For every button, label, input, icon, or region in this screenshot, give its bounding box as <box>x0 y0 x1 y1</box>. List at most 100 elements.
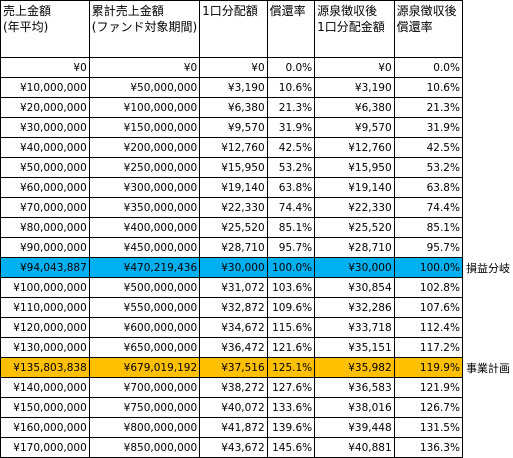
table-cell: ¥30,000 <box>199 257 268 278</box>
header-cell: 源泉徴収後 1口分配金額 <box>314 0 395 58</box>
table-cell: ¥28,710 <box>314 237 395 258</box>
table-cell: 109.6% <box>266 297 316 318</box>
table-cell: ¥130,000,000 <box>0 337 90 358</box>
table-cell: ¥3,190 <box>199 77 268 98</box>
table-cell: ¥0 <box>199 57 268 78</box>
table-cell: ¥40,881 <box>314 437 395 458</box>
table-cell: ¥700,000,000 <box>88 377 201 398</box>
table-cell: ¥470,219,436 <box>88 257 201 278</box>
table-cell: ¥22,330 <box>314 197 395 218</box>
table-cell: ¥40,072 <box>199 397 268 418</box>
table-row: ¥94,043,887 ¥470,219,436 ¥30,000 100.0% ¥30,… <box>0 257 513 278</box>
table-cell: 74.4% <box>266 197 316 218</box>
table-cell: ¥250,000,000 <box>88 157 201 178</box>
table-row: ¥50,000,000 ¥250,000,000 ¥15,950 53.2% ¥15,9… <box>0 157 513 178</box>
row-note-empty <box>462 398 512 418</box>
table-cell: ¥40,000,000 <box>0 137 90 158</box>
table-row: ¥0 ¥0 ¥0 0.0% ¥0 0.0% <box>0 57 513 78</box>
table-cell: 95.7% <box>266 237 316 258</box>
row-note-empty <box>462 198 512 218</box>
table-cell: ¥30,000 <box>314 257 395 278</box>
table-cell: 100.0% <box>393 257 463 278</box>
table-cell: ¥100,000,000 <box>0 277 90 298</box>
table-cell: 121.6% <box>266 337 316 358</box>
table-cell: 115.6% <box>266 317 316 338</box>
table-cell: 53.2% <box>266 157 316 178</box>
table-cell: ¥80,000,000 <box>0 217 90 238</box>
header-line: 累計売上金額 <box>91 4 164 18</box>
table-cell: ¥70,000,000 <box>0 197 90 218</box>
table-cell: ¥3,190 <box>314 77 395 98</box>
header-cell: 1口分配額 <box>199 0 268 58</box>
table-cell: ¥6,380 <box>199 97 268 118</box>
table-cell: ¥12,760 <box>314 137 395 158</box>
table-cell: 145.6% <box>266 437 316 458</box>
table-cell: ¥31,072 <box>199 277 268 298</box>
header-cell: 償還率 <box>266 0 316 58</box>
table-cell: ¥170,000,000 <box>0 437 90 458</box>
table-cell: 102.8% <box>393 277 463 298</box>
table-cell: ¥19,140 <box>314 177 395 198</box>
row-note-empty <box>462 298 512 318</box>
table-cell: ¥6,380 <box>314 97 395 118</box>
table-cell: 133.6% <box>266 397 316 418</box>
table-cell: 85.1% <box>266 217 316 238</box>
table-cell: ¥550,000,000 <box>88 297 201 318</box>
row-note-empty <box>462 58 512 78</box>
table-cell: ¥850,000,000 <box>88 437 201 458</box>
table-cell: ¥679,019,192 <box>88 357 201 378</box>
table-cell: ¥9,570 <box>314 117 395 138</box>
table-cell: 10.6% <box>393 77 463 98</box>
table-cell: 121.9% <box>393 377 463 398</box>
row-note-empty <box>462 78 512 98</box>
table-cell: 119.9% <box>393 357 463 378</box>
table-cell: ¥150,000,000 <box>0 397 90 418</box>
table-cell: ¥0 <box>0 57 90 78</box>
header-cell: 累計売上金額 (ファンド対象期間) <box>88 0 201 58</box>
table-cell: ¥0 <box>88 57 201 78</box>
table-cell: ¥150,000,000 <box>88 117 201 138</box>
row-note: 損益分岐 <box>465 261 510 275</box>
table-cell: ¥160,000,000 <box>0 417 90 438</box>
table-cell: ¥10,000,000 <box>0 77 90 98</box>
table-cell: ¥90,000,000 <box>0 237 90 258</box>
table-row: ¥60,000,000 ¥300,000,000 ¥19,140 63.8% ¥19,1… <box>0 177 513 198</box>
table-cell: 74.4% <box>393 197 463 218</box>
header-spacer <box>462 1 512 58</box>
header-line: 償還率 <box>396 20 433 34</box>
table-cell: ¥50,000,000 <box>88 77 201 98</box>
table-cell: 136.3% <box>393 437 463 458</box>
table-cell: ¥22,330 <box>199 197 268 218</box>
table-cell: ¥200,000,000 <box>88 137 201 158</box>
header-line: 1口分配金額 <box>317 20 385 34</box>
table-cell: 126.7% <box>393 397 463 418</box>
row-note: 事業計画 <box>465 361 510 375</box>
table-cell: ¥43,672 <box>199 437 268 458</box>
header-row: 売上金額 (年平均) 累計売上金額 (ファンド対象期間) 1口分配額 償還率 源泉徴収後 1口… <box>0 0 513 58</box>
table-cell: ¥600,000,000 <box>88 317 201 338</box>
table-cell: 53.2% <box>393 157 463 178</box>
table-cell: ¥350,000,000 <box>88 197 201 218</box>
table-cell: 117.2% <box>393 337 463 358</box>
table-cell: ¥41,872 <box>199 417 268 438</box>
table-cell: 10.6% <box>266 77 316 98</box>
table-cell: ¥38,016 <box>314 397 395 418</box>
table-cell: 63.8% <box>393 177 463 198</box>
header-line: (ファンド対象期間) <box>91 20 198 34</box>
row-note-empty <box>462 338 512 358</box>
table-row: ¥30,000,000 ¥150,000,000 ¥9,570 31.9% ¥9,570… <box>0 117 513 138</box>
table-cell: ¥38,272 <box>199 377 268 398</box>
table-cell: ¥300,000,000 <box>88 177 201 198</box>
row-note-empty <box>462 98 512 118</box>
table-cell: 21.3% <box>266 97 316 118</box>
table-cell: ¥60,000,000 <box>0 177 90 198</box>
table-cell: ¥50,000,000 <box>0 157 90 178</box>
table-row: ¥140,000,000 ¥700,000,000 ¥38,272 127.6% ¥36… <box>0 377 513 398</box>
header-line: 源泉徴収後 <box>396 4 457 18</box>
table-cell: 63.8% <box>266 177 316 198</box>
table-cell: ¥34,672 <box>199 317 268 338</box>
table-cell: 100.0% <box>266 257 316 278</box>
table-cell: ¥15,950 <box>314 157 395 178</box>
table-cell: 0.0% <box>266 57 316 78</box>
row-note-empty <box>462 218 512 238</box>
